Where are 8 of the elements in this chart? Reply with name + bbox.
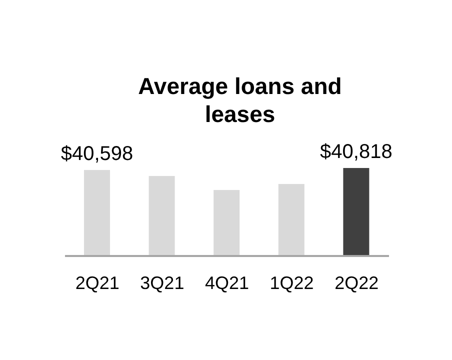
chart-title: Average loans and leases	[138, 73, 342, 127]
data-label: $40,818	[320, 141, 392, 164]
x-tick-label: 2Q21	[75, 272, 120, 293]
x-tick-label: 1Q22	[270, 272, 314, 293]
x-tick-label: 2Q22	[334, 272, 379, 293]
x-tick-label: 4Q21	[204, 272, 250, 293]
data-label: $40,598	[60, 143, 134, 165]
x-tick-label: 3Q21	[140, 272, 184, 293]
